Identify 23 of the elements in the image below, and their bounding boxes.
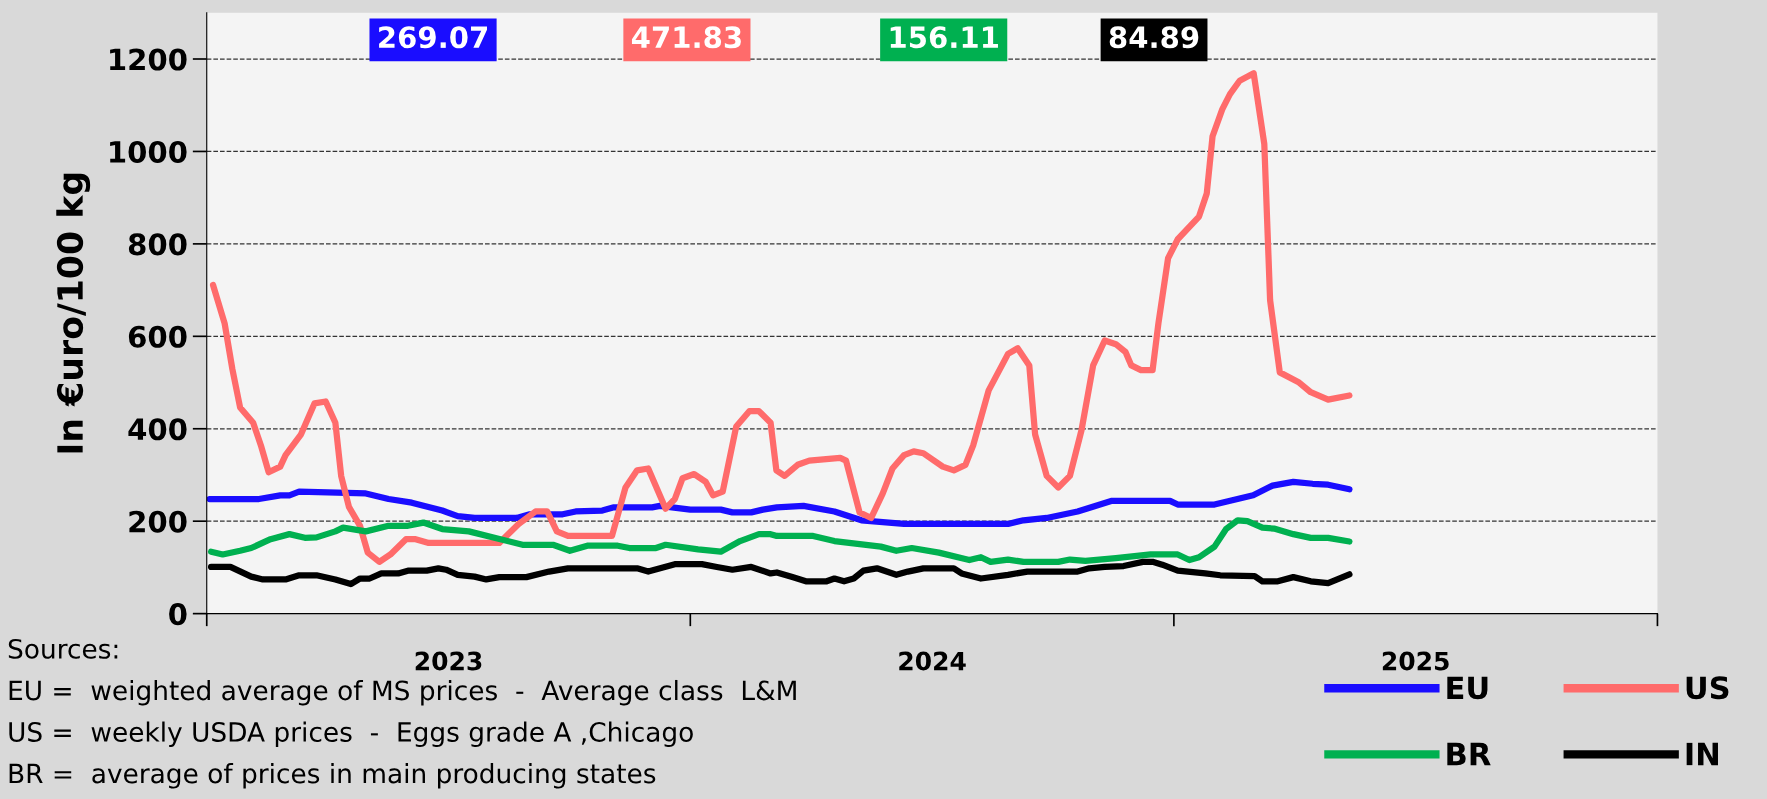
y-tick-label: 1000 bbox=[110, 140, 187, 163]
y-tick-label: 600 bbox=[128, 325, 187, 348]
legend-label: BR bbox=[1447, 742, 1491, 766]
source-note: Sources: bbox=[8, 638, 118, 659]
y-tick-label: 0 bbox=[169, 603, 187, 626]
legend-label: IN bbox=[1686, 742, 1718, 766]
x-tick-label: 2024 bbox=[899, 651, 966, 671]
text: BR = average of prices in main producing states bbox=[9, 763, 656, 789]
x-tick-label: 2023 bbox=[415, 651, 482, 671]
annotation: 471.83 bbox=[631, 26, 741, 49]
annotation: 84.89 bbox=[1109, 26, 1199, 49]
x-tick-label: 2025 bbox=[1382, 651, 1449, 671]
legend-label: EU bbox=[1447, 676, 1488, 700]
text: EU = weighted average of MS prices - Average class L&M bbox=[9, 679, 796, 706]
y-tick-label: 200 bbox=[129, 510, 187, 533]
y-tick-label: 800 bbox=[128, 233, 187, 256]
y-axis-title: In €uro/100 kg bbox=[56, 173, 91, 453]
legend-label: US bbox=[1686, 676, 1729, 700]
annotation: 156.11 bbox=[890, 26, 998, 49]
y-tick-label: 400 bbox=[128, 418, 187, 441]
y-tick-label: 1200 bbox=[110, 48, 187, 71]
text: US = weekly USDA prices - Eggs grade A ,Chicago bbox=[9, 721, 693, 748]
annotation: 269.07 bbox=[379, 26, 488, 49]
